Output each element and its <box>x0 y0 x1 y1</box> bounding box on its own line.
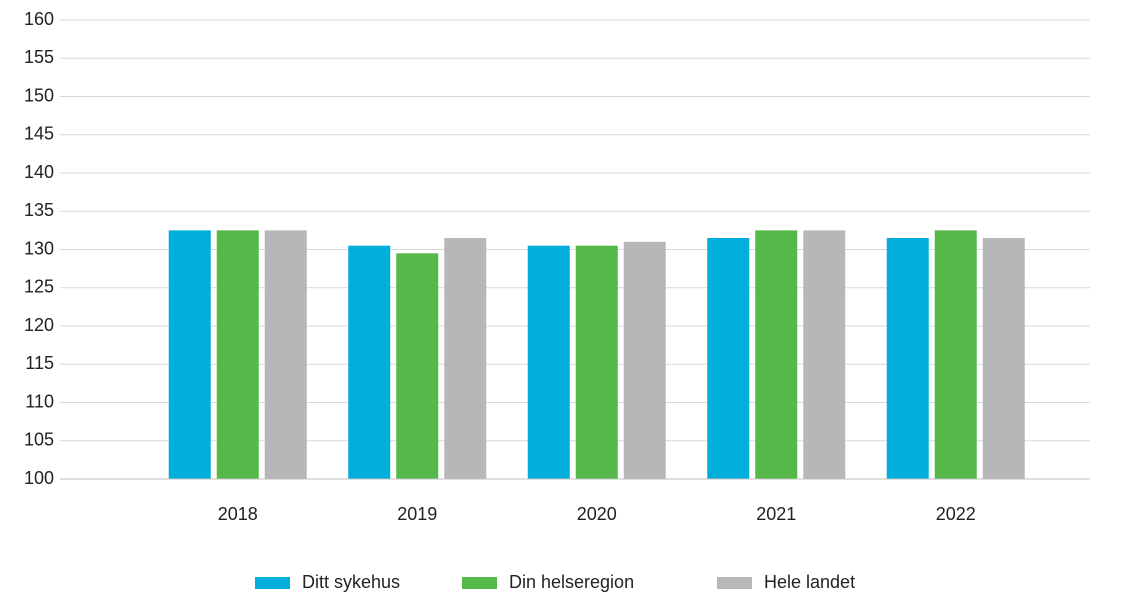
bar <box>527 245 570 479</box>
bar <box>934 230 977 479</box>
y-tick-label: 120 <box>24 315 54 335</box>
bar <box>444 238 487 479</box>
y-tick-label: 130 <box>24 238 54 258</box>
x-tick-label: 2018 <box>218 504 258 524</box>
y-tick-label: 135 <box>24 200 54 220</box>
x-tick-label: 2019 <box>397 504 437 524</box>
bar <box>755 230 798 479</box>
x-tick-label: 2020 <box>577 504 617 524</box>
bar <box>982 238 1025 479</box>
bar <box>803 230 846 479</box>
y-tick-label: 100 <box>24 468 54 488</box>
legend-swatch <box>717 577 752 589</box>
y-tick-label: 155 <box>24 47 54 67</box>
x-tick-label: 2022 <box>936 504 976 524</box>
legend-label: Ditt sykehus <box>302 572 400 592</box>
y-tick-label: 105 <box>24 430 54 450</box>
y-tick-label: 115 <box>25 353 54 373</box>
bar <box>886 238 929 479</box>
y-tick-label: 160 <box>24 9 54 29</box>
y-tick-label: 150 <box>24 85 54 105</box>
legend-label: Hele landet <box>764 572 855 592</box>
bar <box>396 253 439 479</box>
y-tick-label: 140 <box>24 162 54 182</box>
bar <box>707 238 750 479</box>
bar <box>168 230 211 479</box>
legend-swatch <box>255 577 290 589</box>
y-tick-label: 145 <box>24 124 54 144</box>
bar <box>348 245 391 479</box>
bar <box>575 245 618 479</box>
bar <box>264 230 307 479</box>
x-tick-label: 2021 <box>756 504 796 524</box>
legend-label: Din helseregion <box>509 572 634 592</box>
legend-swatch <box>462 577 497 589</box>
bar <box>216 230 259 479</box>
bar <box>623 241 666 479</box>
y-tick-label: 125 <box>24 277 54 297</box>
y-tick-label: 110 <box>25 391 54 411</box>
